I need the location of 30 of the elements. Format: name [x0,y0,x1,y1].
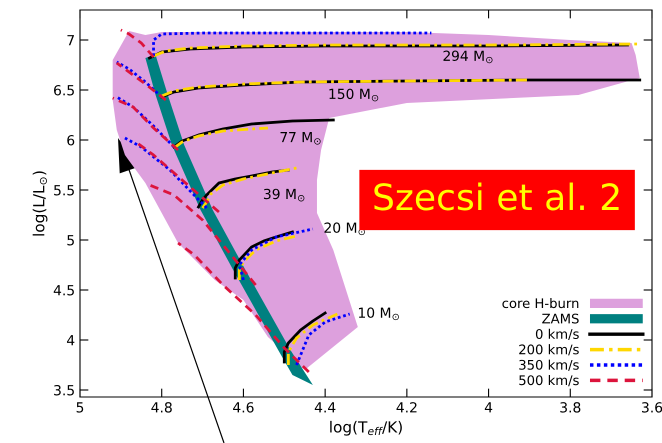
legend-label: 350 km/s [519,360,579,371]
legend-label: 0 km/s [536,328,579,340]
y-tick-label: 5.5 [54,185,74,196]
y-tick-label: 6 [67,134,74,146]
x-tick-label: 4.2 [396,402,417,412]
y-axis-title: log(L/L$_{⊙}$) [32,171,48,236]
x-tick-label: 4.8 [151,402,172,413]
annotation: 10 M$_{⊙}$ [358,307,399,320]
x-tick-label: 3.8 [560,402,580,413]
legend-label: ZAMS [542,314,579,324]
y-tick-label: 3.5 [54,384,74,396]
x-axis-title: log(T$_{eff}$/K) [330,420,402,436]
y-tick-label: 5 [67,235,74,246]
legend-label: 500 km/s [519,374,579,386]
legend-label: 200 km/s [519,344,579,356]
annotation: 150 M$_{⊙}$ [329,88,378,102]
y-tick-label: 7 [67,35,74,46]
x-tick-label: 5 [76,402,84,413]
annotation: Szecsi et al. 2 [374,182,619,210]
legend-label: core H-burn [502,298,578,308]
x-tick-label: 4 [484,402,492,412]
x-tick-label: 4.6 [233,402,254,413]
y-tick-label: 6.5 [54,84,74,96]
annotation: 294 M$_{⊙}$ [443,50,493,64]
x-tick-label: 3.6 [642,402,662,413]
y-tick-label: 4 [66,335,74,346]
y-tick-label: 4.5 [54,285,74,296]
annotation: 77 M$_{⊙}$ [280,132,321,145]
annotation: 39 M$_{⊙}$ [264,188,304,202]
x-tick-label: 4.4 [314,402,336,412]
